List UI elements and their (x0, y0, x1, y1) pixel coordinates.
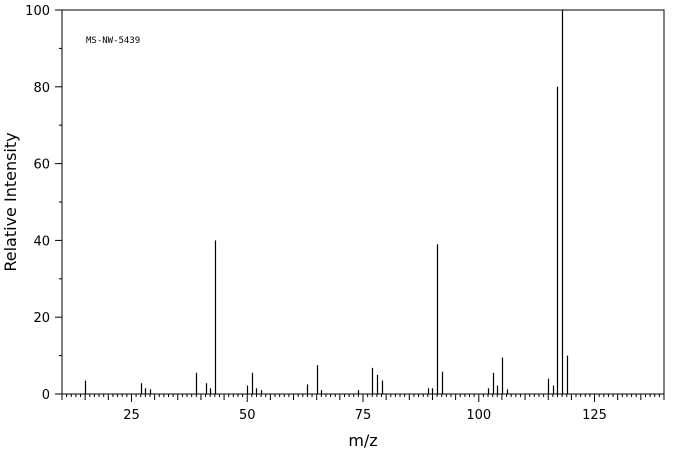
x-tick-label: 50 (239, 408, 256, 423)
y-tick-label: 60 (33, 158, 50, 173)
y-tick-label: 80 (33, 81, 50, 96)
x-tick-label: 75 (355, 408, 372, 423)
x-tick-label: 125 (582, 408, 607, 423)
x-tick-label: 25 (123, 408, 140, 423)
major-ticks (55, 9, 665, 402)
x-axis-title: m/z (348, 431, 377, 450)
y-tick-label: 0 (42, 388, 50, 403)
minor-ticks (59, 47, 660, 397)
y-tick-label: 100 (25, 4, 50, 19)
y-axis-title: Relative Intensity (1, 132, 20, 271)
spectrum-peaks (84, 10, 569, 394)
y-tick-label: 40 (33, 234, 50, 249)
y-tick-label: 20 (33, 311, 50, 326)
spectrum-annotation: MS-NW-5439 (86, 36, 140, 46)
x-tick-label: 100 (466, 408, 491, 423)
tick-labels: 25 50 75 100 125 0 20 40 60 80 100 (25, 4, 607, 423)
